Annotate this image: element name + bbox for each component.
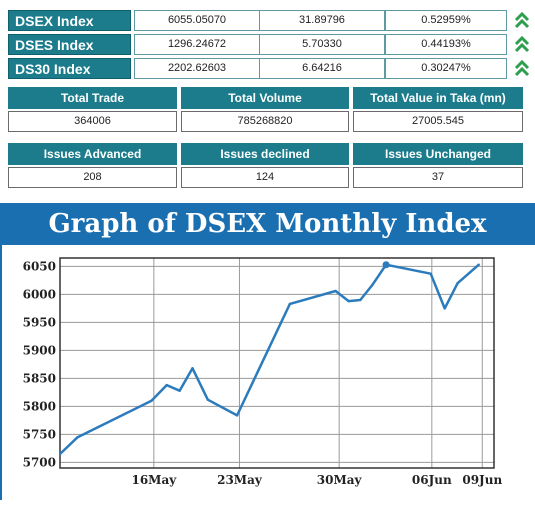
x-tick-label: 09Jun — [462, 473, 502, 487]
dsex-line-chart: 5700 5750 5800 5850 5900 5950 6000 6050 16May 23M… — [23, 257, 502, 487]
index-value: 6055.05070 — [134, 10, 260, 31]
issues-advanced-header: Issues Advanced — [8, 143, 177, 165]
data-point — [150, 399, 153, 402]
data-point — [235, 414, 239, 417]
issues-unchanged-header: Issues Unchanged — [353, 143, 523, 165]
total-trade-header: Total Trade — [8, 87, 177, 109]
data-point — [370, 284, 374, 287]
y-tick-label: 5900 — [23, 343, 56, 357]
chart-area: 5700 5750 5800 5850 5900 5950 6000 6050 16May 23M… — [0, 245, 535, 500]
total-volume-header: Total Volume — [181, 87, 349, 109]
data-point — [288, 302, 292, 306]
total-value-value: 27005.545 — [353, 111, 523, 132]
index-change: 6.64216 — [259, 58, 385, 79]
y-tick-label: 5700 — [23, 455, 56, 469]
data-point — [456, 282, 459, 285]
y-tick-label: 5800 — [23, 399, 56, 413]
y-tick-label: 6050 — [23, 259, 56, 273]
data-point — [178, 389, 181, 392]
data-point — [477, 263, 480, 266]
up-arrow-icon — [514, 35, 530, 53]
up-arrow-icon — [514, 59, 530, 77]
y-tick-label: 5850 — [23, 371, 56, 385]
index-change: 5.70330 — [259, 34, 385, 55]
index-change: 31.89796 — [259, 10, 385, 31]
index-percent: 0.44193% — [385, 34, 507, 55]
index-name: DSES Index — [8, 34, 131, 55]
issues-advanced-value: 208 — [8, 167, 177, 188]
data-point — [359, 298, 362, 302]
data-point — [334, 289, 337, 293]
total-value-header: Total Value in Taka (mn) — [353, 87, 523, 109]
data-point — [191, 367, 194, 370]
index-name: DSEX Index — [8, 10, 131, 31]
data-point — [206, 398, 209, 401]
data-point — [76, 436, 79, 439]
total-trade-value: 364006 — [8, 111, 177, 132]
index-percent: 0.30247% — [385, 58, 507, 79]
data-point — [58, 452, 62, 456]
data-point — [347, 299, 350, 303]
y-tick-label: 6000 — [23, 287, 56, 301]
index-percent: 0.52959% — [385, 10, 507, 31]
market-summary-panel: DSEX Index 6055.05070 31.89796 0.52959% … — [0, 0, 535, 197]
x-tick-label: 30May — [317, 473, 363, 487]
plot-frame — [59, 257, 495, 469]
up-arrow-icon — [514, 11, 530, 29]
y-tick-label: 5750 — [23, 427, 56, 441]
index-value: 1296.24672 — [134, 34, 260, 55]
issues-declined-header: Issues declined — [181, 143, 349, 165]
index-name: DS30 Index — [8, 58, 131, 79]
issues-declined-value: 124 — [181, 167, 349, 188]
x-tick-label: 23May — [217, 473, 263, 487]
chart-title: Graph of DSEX Monthly Index — [0, 203, 535, 245]
data-point — [165, 383, 168, 387]
y-tick-label: 5950 — [23, 315, 56, 329]
dsex-series-line — [59, 263, 480, 455]
data-point — [443, 307, 446, 310]
issues-unchanged-value: 37 — [353, 167, 523, 188]
index-value: 2202.62603 — [134, 58, 260, 79]
x-tick-label: 16May — [131, 473, 177, 487]
total-volume-value: 785268820 — [181, 111, 349, 132]
peak-marker — [382, 261, 390, 269]
data-point — [429, 272, 432, 275]
x-tick-label: 06Jun — [412, 473, 452, 487]
